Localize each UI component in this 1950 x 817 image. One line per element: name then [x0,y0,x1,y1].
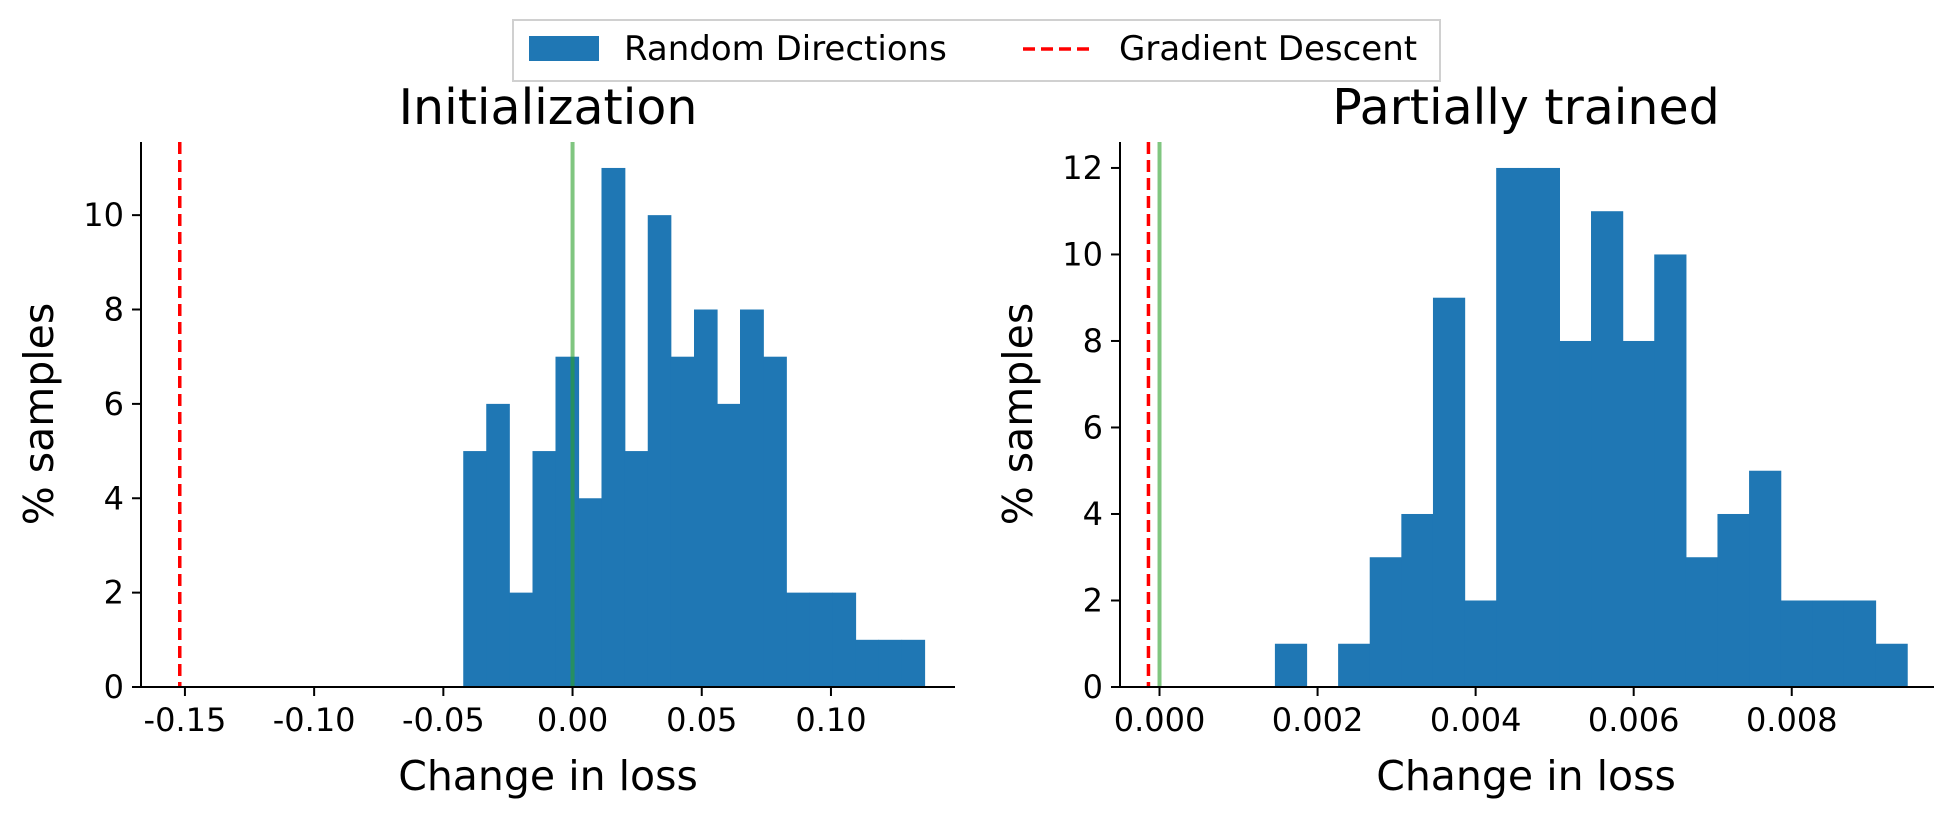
histogram-bar [855,639,880,687]
y-tick-label: 8 [104,291,124,329]
histogram-bar [763,356,787,687]
histogram-bar [717,403,741,687]
x-tick-label: 0.05 [666,701,737,739]
histogram-bar [1717,513,1750,687]
histogram-bar [832,592,857,687]
y-tick-label: 0 [104,668,124,706]
panel-title: Partially trained [1332,79,1719,136]
histogram-bar [1369,557,1402,687]
histogram-bar [1780,600,1813,687]
histogram-bar [555,356,580,687]
histogram-bar [1654,254,1687,687]
y-tick-label: 10 [1062,235,1103,273]
histogram-bar [486,403,510,687]
x-tick-label: 0.00 [537,701,608,739]
histogram-bar [1274,643,1308,687]
histogram-bar [1812,600,1845,687]
histogram-bar [901,639,926,687]
legend-label-gradient-descent: Gradient Descent [1119,29,1417,69]
histogram-bar [740,309,764,687]
histogram-bars [463,167,926,687]
histogram-bars [1274,167,1908,687]
legend-label-random-directions: Random Directions [624,29,947,69]
panel-title: Initialization [399,79,698,136]
x-ticks: 0.000 0.002 0.004 0.006 0.008 [1114,687,1838,739]
reference-lines [1146,142,1162,687]
histogram-bar [670,356,695,687]
y-tick-label: 10 [83,196,124,234]
x-tick-label: -0.15 [144,701,227,739]
histogram-bar [1622,340,1655,687]
x-axis-label: Change in loss [398,752,698,800]
histogram-bar [786,592,810,687]
y-tick-label: 4 [104,479,124,517]
histogram-bar [601,167,626,687]
x-tick-label: -0.05 [402,701,485,739]
histogram-bar [1559,340,1592,687]
reference-lines [178,142,575,687]
histogram-bar [1496,167,1529,687]
x-tick-label: 0.10 [795,701,866,739]
y-tick-label: 4 [1083,495,1103,533]
legend-patch-random-directions [529,36,599,61]
x-tick-label: 0.000 [1114,701,1206,739]
panel-initialization: Initialization -0.15 -0.10 -0.05 0.00 0.05 0.… [15,79,955,800]
histogram-bar [578,498,603,687]
histogram-bar [1432,297,1466,687]
y-ticks: 0 2 4 6 8 10 12 [1062,149,1120,706]
y-axis-label: % samples [15,303,63,525]
histogram-bar [1527,167,1560,687]
histogram-bar [809,592,833,687]
histogram-bar [624,451,649,687]
y-tick-label: 2 [1083,581,1103,619]
histogram-bar [694,309,718,687]
x-tick-label: 0.008 [1746,701,1838,739]
y-tick-label: 8 [1083,322,1103,360]
histogram-bar [1685,557,1719,687]
panel-partially-trained: Partially trained 0.000 0.002 0.004 0.006 0.… [994,79,1934,800]
histogram-bar [463,451,487,687]
histogram-bar [1464,600,1497,687]
x-axis-label: Change in loss [1376,752,1676,800]
histogram-bar [1591,211,1624,687]
y-tick-label: 12 [1062,149,1103,187]
y-ticks: 0 2 4 6 8 10 [83,196,141,706]
legend-frame [512,19,1441,82]
histogram-bar [1401,513,1434,687]
y-axis-label: % samples [994,303,1042,525]
histogram-bar [1338,643,1371,687]
histogram-bar [1875,643,1908,687]
histogram-bar [1749,470,1782,687]
legend: Random Directions Gradient Descent [512,19,1441,82]
y-tick-label: 6 [1083,408,1103,446]
x-tick-label: 0.006 [1588,701,1680,739]
y-tick-label: 0 [1083,668,1103,706]
histogram-bar [1843,600,1877,687]
histogram-bar [509,592,534,687]
y-tick-label: 6 [104,385,124,423]
x-tick-label: 0.004 [1430,701,1522,739]
x-tick-label: -0.10 [273,701,356,739]
x-ticks: -0.15 -0.10 -0.05 0.00 0.05 0.10 [144,687,867,739]
histogram-bar [647,215,672,687]
histogram-bar [532,451,557,687]
histogram-bar [878,639,903,687]
y-tick-label: 2 [104,574,124,612]
x-tick-label: 0.002 [1272,701,1364,739]
